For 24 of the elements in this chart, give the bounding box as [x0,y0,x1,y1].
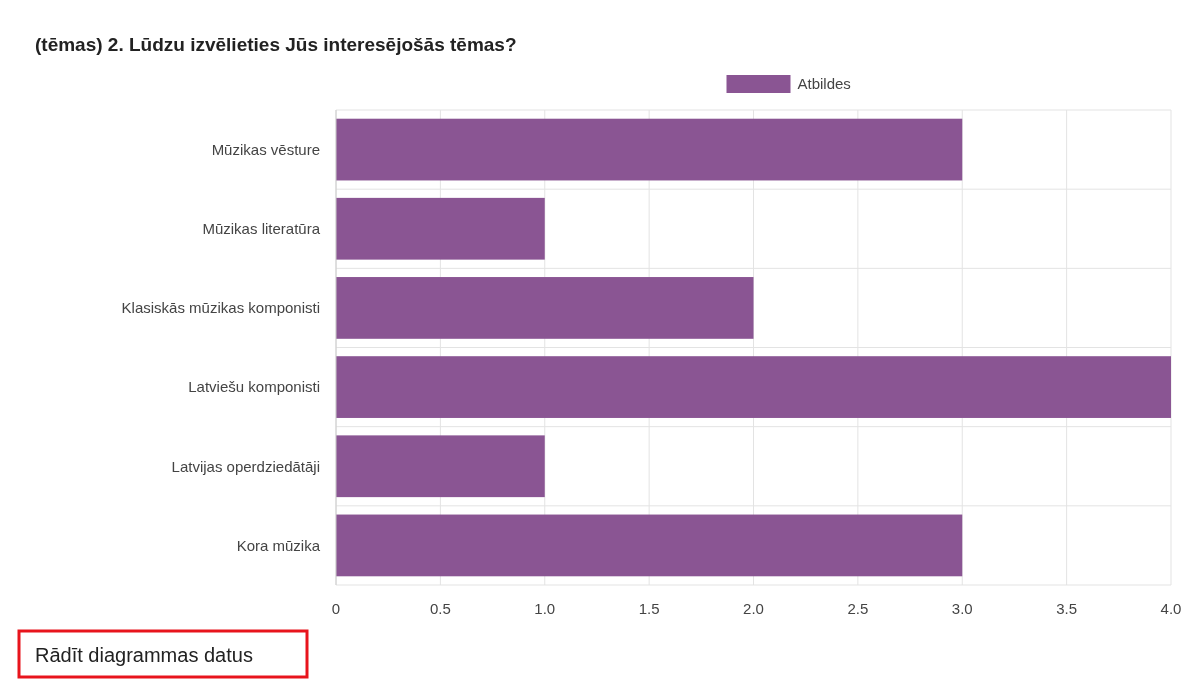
x-tick-label: 3.0 [951,600,973,617]
chart-title: (tēmas) 2. Lūdzu izvēlieties Jūs interesējošās tēmas? [35,34,517,55]
bar [336,277,754,339]
x-tick-label: 2.0 [743,600,764,617]
x-tick-label: 3.5 [1056,600,1078,617]
y-tick-label: Klasiskās mūzikas komponisti [121,299,320,317]
text: Rādīt diagrammas datus [35,644,253,666]
legend-label: Atbildes [797,75,851,93]
y-tick-label: Latviešu komponisti [188,378,320,396]
y-tick-label: Mūzikas literatūra [202,220,321,237]
x-tick-label: 2.5 [847,600,869,617]
x-tick-label: 1.0 [534,600,556,617]
y-tick-label: Kora mūzika [236,536,321,554]
x-tick-label: 1.5 [638,600,660,617]
bar [336,356,1171,418]
y-tick-label: Mūzikas vēsture [211,140,320,158]
y-tick-label: Latvijas operdziedātāji [171,457,320,475]
bar [336,435,545,498]
bar [336,197,545,260]
x-tick-label: 4.0 [1160,600,1182,617]
bar [336,118,963,181]
bar [336,514,963,577]
x-tick-label: 0 [331,600,341,617]
x-tick-label: 0.5 [429,600,451,617]
